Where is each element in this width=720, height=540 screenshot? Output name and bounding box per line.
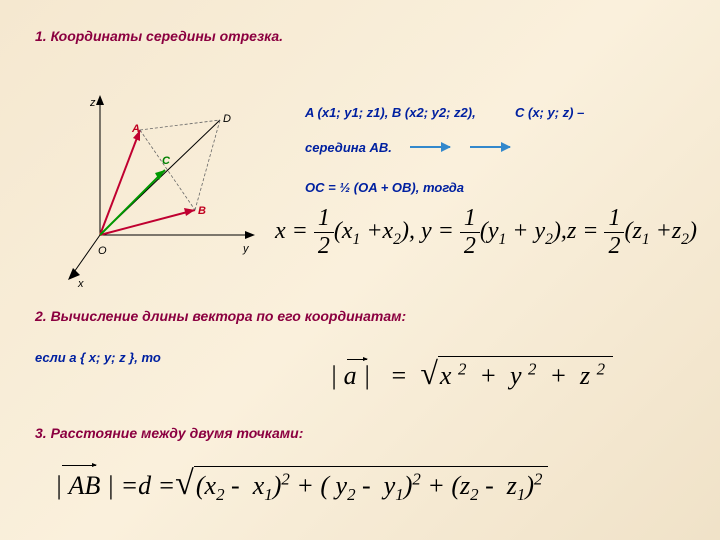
label-y: y [243,243,249,255]
label-z: z [90,97,96,109]
coordinate-diagram: z y x O A B C D [60,95,260,285]
label-D: D [223,113,231,125]
label-x: x [78,278,84,290]
vec-arrow-a [347,359,367,360]
label-C: C [162,155,170,167]
label-O: O [98,245,107,257]
label-A: A [132,123,140,135]
midpoint-formula: x = 12(x1 +x2), y = 12(y1 + y2),z = 12(z… [275,205,697,260]
midpoint-label: середина АВ. [305,140,392,155]
if-vector-text: если a { x; y; z }, то [35,350,161,365]
vector-length-formula: | a | = √x 2 + y 2 + z 2 [330,355,613,392]
given-point-C: C (x; y; z) – [515,105,584,120]
f1-x: x [275,218,286,244]
heading-1: 1. Координаты середины отрезка. [35,28,283,44]
heading-3: 3. Расстояние между двумя точками: [35,425,303,441]
label-B: B [198,205,206,217]
oc-formula-text: OC = ½ (OA + OB), тогда [305,180,464,195]
arrow-2 [470,146,510,148]
arrow-1 [410,146,450,148]
given-points-AB: A (x1; y1; z1), B (x2; y2; z2), [305,105,476,120]
vec-arrow-AB [62,465,96,466]
distance-formula: | AB | =d =√(x2 - x1)2 + ( y2 - y1)2 + (… [55,465,548,505]
heading-2: 2. Вычисление длины вектора по его коорд… [35,308,406,324]
